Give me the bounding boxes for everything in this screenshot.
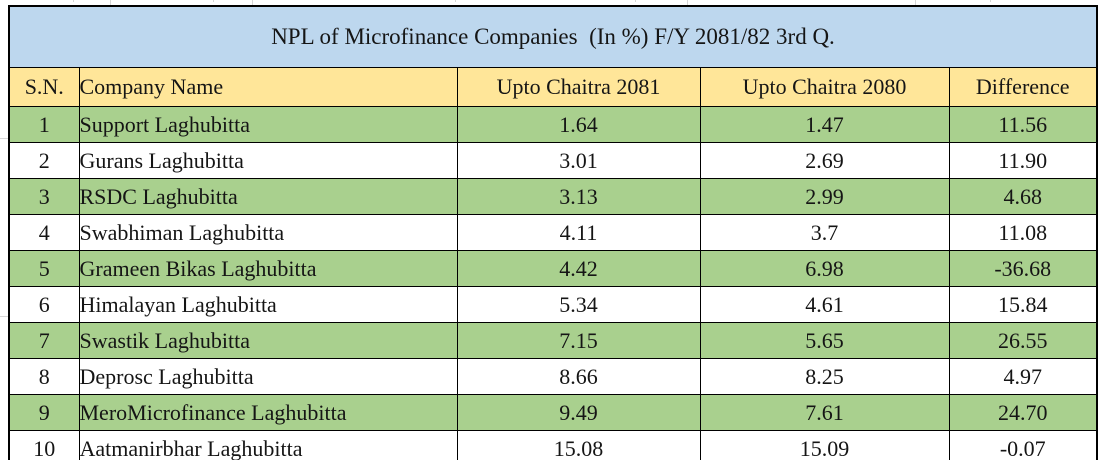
npl-2081-cell[interactable]: 4.11 [456, 214, 701, 251]
header-upto-2081[interactable]: Upto Chaitra 2081 [456, 67, 701, 107]
table-title-row: NPL of Microfinance Companies (In %) F/Y… [8, 5, 1098, 68]
difference-cell[interactable]: 4.68 [948, 178, 1098, 215]
sheet-gridline [990, 0, 991, 2]
npl-table: NPL of Microfinance Companies (In %) F/Y… [8, 5, 1098, 460]
sheet-gridline [252, 0, 253, 5]
table-header-row: S.N. Company Name Upto Chaitra 2081 Upto… [8, 67, 1098, 107]
sn-cell[interactable]: 3 [8, 178, 80, 215]
npl-2081-cell[interactable]: 4.42 [456, 250, 701, 287]
company-cell[interactable]: Swastik Laghubitta [78, 322, 458, 359]
difference-cell[interactable]: 11.56 [948, 106, 1098, 143]
table-row: 8 Deprosc Laghubitta 8.66 8.25 4.97 [8, 358, 1098, 395]
npl-2080-cell[interactable]: 7.61 [699, 394, 950, 431]
header-difference[interactable]: Difference [948, 67, 1098, 107]
npl-2080-cell[interactable]: 3.7 [699, 214, 950, 251]
company-cell[interactable]: Swabhiman Laghubitta [78, 214, 458, 251]
npl-2081-cell[interactable]: 1.64 [456, 106, 701, 143]
npl-2080-cell[interactable]: 1.47 [699, 106, 950, 143]
table-row: 2 Gurans Laghubitta 3.01 2.69 11.90 [8, 142, 1098, 179]
npl-2081-cell[interactable]: 5.34 [456, 286, 701, 323]
difference-cell[interactable]: 4.97 [948, 358, 1098, 395]
company-cell[interactable]: MeroMicrofinance Laghubitta [78, 394, 458, 431]
npl-2081-cell[interactable]: 15.08 [456, 430, 701, 460]
sheet-gridline [0, 316, 8, 317]
company-cell[interactable]: Grameen Bikas Laghubitta [78, 250, 458, 287]
table-row: 3 RSDC Laghubitta 3.13 2.99 4.68 [8, 178, 1098, 215]
npl-2080-cell[interactable]: 6.98 [699, 250, 950, 287]
table-row: 5 Grameen Bikas Laghubitta 4.42 6.98 -36.68 [8, 250, 1098, 287]
npl-2081-cell[interactable]: 8.66 [456, 358, 701, 395]
table-body: 1 Support Laghubitta 1.64 1.47 11.56 2 Gurans … [8, 106, 1098, 460]
difference-cell[interactable]: -0.07 [948, 430, 1098, 460]
sheet-gridline [73, 0, 74, 2]
sheet-gridline [0, 138, 8, 139]
sn-cell[interactable]: 10 [8, 430, 80, 460]
sheet-gridline [687, 0, 688, 5]
sn-cell[interactable]: 7 [8, 322, 80, 359]
company-cell[interactable]: RSDC Laghubitta [78, 178, 458, 215]
sn-cell[interactable]: 8 [8, 358, 80, 395]
npl-2081-cell[interactable]: 7.15 [456, 322, 701, 359]
npl-2080-cell[interactable]: 2.69 [699, 142, 950, 179]
company-cell[interactable]: Support Laghubitta [78, 106, 458, 143]
difference-cell[interactable]: 11.08 [948, 214, 1098, 251]
sheet-gridline [455, 0, 456, 2]
difference-cell[interactable]: 24.70 [948, 394, 1098, 431]
npl-2080-cell[interactable]: 5.65 [699, 322, 950, 359]
sheet-gridline [635, 0, 636, 2]
sn-cell[interactable]: 1 [8, 106, 80, 143]
sn-cell[interactable]: 4 [8, 214, 80, 251]
company-cell[interactable]: Gurans Laghubitta [78, 142, 458, 179]
sn-cell[interactable]: 6 [8, 286, 80, 323]
table-row: 10 Aatmanirbhar Laghubitta 15.08 15.09 -0.07 [8, 430, 1098, 460]
table-row: 7 Swastik Laghubitta 7.15 5.65 26.55 [8, 322, 1098, 359]
npl-2080-cell[interactable]: 8.25 [699, 358, 950, 395]
company-cell[interactable]: Aatmanirbhar Laghubitta [78, 430, 458, 460]
difference-cell[interactable]: 15.84 [948, 286, 1098, 323]
npl-2081-cell[interactable]: 3.13 [456, 178, 701, 215]
table-row: 6 Himalayan Laghubitta 5.34 4.61 15.84 [8, 286, 1098, 323]
company-cell[interactable]: Himalayan Laghubitta [78, 286, 458, 323]
table-row: 9 MeroMicrofinance Laghubitta 9.49 7.61 24.7… [8, 394, 1098, 431]
sheet-gridline [110, 0, 111, 5]
table-row: 4 Swabhiman Laghubitta 4.11 3.7 11.08 [8, 214, 1098, 251]
company-cell[interactable]: Deprosc Laghubitta [78, 358, 458, 395]
header-company[interactable]: Company Name [78, 67, 458, 107]
difference-cell[interactable]: -36.68 [948, 250, 1098, 287]
sn-cell[interactable]: 5 [8, 250, 80, 287]
npl-2081-cell[interactable]: 3.01 [456, 142, 701, 179]
difference-cell[interactable]: 11.90 [948, 142, 1098, 179]
sn-cell[interactable]: 9 [8, 394, 80, 431]
table-row: 1 Support Laghubitta 1.64 1.47 11.56 [8, 106, 1098, 143]
npl-2081-cell[interactable]: 9.49 [456, 394, 701, 431]
header-sn[interactable]: S.N. [8, 67, 80, 107]
sheet-gridline [213, 0, 214, 2]
sn-cell[interactable]: 2 [8, 142, 80, 179]
difference-cell[interactable]: 26.55 [948, 322, 1098, 359]
table-title[interactable]: NPL of Microfinance Companies (In %) F/Y… [8, 5, 1098, 68]
npl-2080-cell[interactable]: 15.09 [699, 430, 950, 460]
npl-2080-cell[interactable]: 2.99 [699, 178, 950, 215]
sheet-gridline [915, 0, 916, 5]
header-upto-2080[interactable]: Upto Chaitra 2080 [699, 67, 950, 107]
npl-2080-cell[interactable]: 4.61 [699, 286, 950, 323]
